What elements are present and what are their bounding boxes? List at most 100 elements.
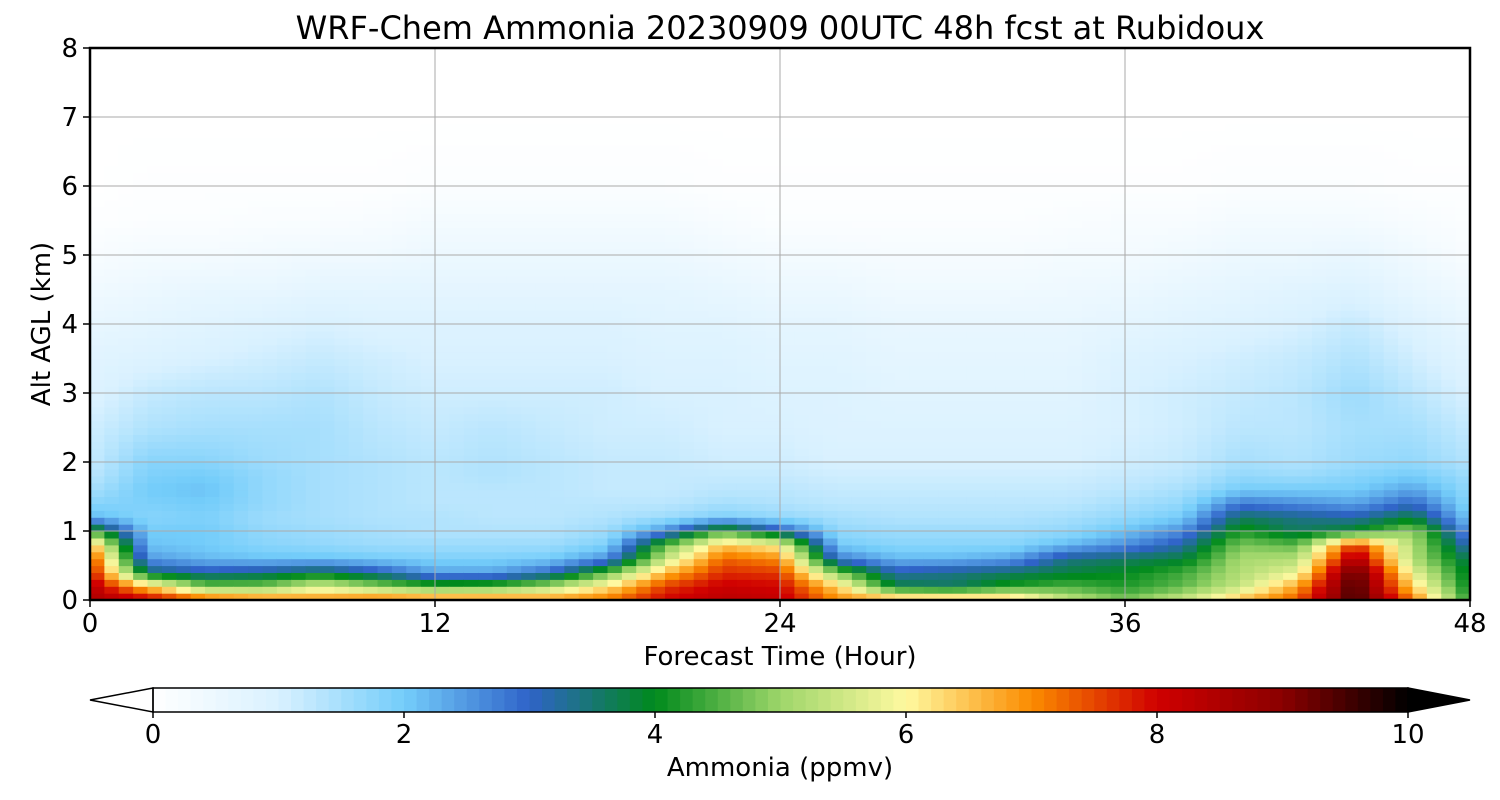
- heatmap-cell: [909, 344, 925, 353]
- heatmap-cell: [449, 510, 465, 518]
- heatmap-cell: [952, 503, 968, 511]
- heatmap-cell: [348, 130, 364, 139]
- heatmap-cell: [909, 427, 925, 435]
- heatmap-cell: [952, 75, 968, 84]
- heatmap-cell: [478, 48, 494, 56]
- heatmap-cell: [866, 234, 882, 242]
- heatmap-cell: [176, 572, 192, 580]
- heatmap-cell: [521, 158, 537, 166]
- heatmap-cell: [478, 110, 494, 118]
- heatmap-cell: [320, 61, 335, 70]
- heatmap-cell: [909, 551, 925, 560]
- heatmap-cell: [765, 406, 781, 415]
- heatmap-cell: [866, 130, 882, 139]
- heatmap-cell: [492, 96, 508, 104]
- heatmap-cell: [506, 61, 522, 70]
- heatmap-cell: [765, 255, 781, 263]
- heatmap-cell: [147, 282, 163, 291]
- heatmap-cell: [449, 296, 465, 304]
- heatmap-cell: [851, 89, 867, 97]
- heatmap-cell: [679, 413, 695, 422]
- heatmap-cell: [118, 275, 134, 284]
- heatmap-cell: [420, 310, 436, 318]
- heatmap-cell: [219, 399, 235, 408]
- heatmap-cell: [176, 199, 192, 208]
- heatmap-cell: [923, 158, 939, 166]
- heatmap-cell: [880, 110, 896, 118]
- heatmap-cell: [578, 261, 594, 270]
- heatmap-cell: [952, 420, 968, 429]
- heatmap-cell: [923, 517, 939, 525]
- heatmap-cell: [276, 351, 292, 360]
- heatmap-cell: [593, 68, 609, 77]
- heatmap-cell: [90, 324, 105, 332]
- heatmap-cell: [564, 586, 580, 594]
- heatmap-cell: [176, 496, 192, 504]
- heatmap-cell: [118, 54, 134, 63]
- heatmap-cell: [391, 537, 407, 546]
- heatmap-cell: [535, 310, 551, 318]
- heatmap-cell: [161, 358, 177, 366]
- heatmap-cell: [104, 248, 120, 256]
- heatmap-cell: [219, 261, 235, 270]
- heatmap-cell: [147, 82, 163, 90]
- heatmap-cell: [550, 241, 565, 249]
- heatmap-cell: [276, 199, 292, 208]
- heatmap-cell: [780, 255, 795, 263]
- heatmap-cell: [780, 337, 795, 346]
- heatmap-cell: [736, 303, 752, 311]
- heatmap-cell: [966, 255, 982, 263]
- heatmap-cell: [406, 227, 422, 235]
- heatmap-cell: [291, 255, 307, 263]
- heatmap-cell: [291, 544, 307, 553]
- heatmap-cell: [118, 151, 134, 159]
- heatmap-cell: [938, 489, 954, 498]
- heatmap-cell: [866, 386, 882, 394]
- heatmap-cell: [176, 123, 192, 132]
- heatmap-cell: [233, 496, 249, 504]
- heatmap-cell: [147, 96, 163, 104]
- heatmap-cell: [391, 186, 407, 194]
- heatmap-cell: [621, 427, 637, 435]
- heatmap-cell: [276, 524, 292, 532]
- heatmap-cell: [363, 544, 379, 553]
- heatmap-cell: [161, 393, 177, 401]
- heatmap-cell: [909, 310, 925, 318]
- heatmap-cell: [147, 386, 163, 394]
- heatmap-cell: [276, 337, 292, 346]
- heatmap-cell: [938, 393, 954, 401]
- heatmap-cell: [780, 96, 795, 104]
- heatmap-cell: [938, 261, 954, 270]
- heatmap-cell: [104, 475, 120, 484]
- heatmap-cell: [176, 310, 192, 318]
- heatmap-cell: [506, 372, 522, 380]
- heatmap-cell: [765, 220, 781, 228]
- heatmap-cell: [233, 54, 249, 63]
- heatmap-cell: [161, 206, 177, 215]
- heatmap-cell: [291, 303, 307, 311]
- heatmap-cell: [276, 496, 292, 504]
- heatmap-cell: [952, 462, 968, 470]
- heatmap-cell: [363, 248, 379, 256]
- heatmap-cell: [190, 593, 206, 600]
- heatmap-cell: [535, 337, 551, 346]
- heatmap-cell: [463, 330, 479, 339]
- heatmap-cell: [722, 89, 738, 97]
- heatmap-cell: [636, 358, 652, 366]
- heatmap-cell: [909, 123, 925, 132]
- heatmap-cell: [636, 489, 652, 498]
- heatmap-cell: [693, 199, 709, 208]
- heatmap-cell: [219, 75, 235, 84]
- heatmap-cell: [190, 89, 206, 97]
- heatmap-cell: [765, 365, 781, 373]
- heatmap-cell: [952, 151, 968, 159]
- heatmap-cell: [406, 337, 422, 346]
- heatmap-cell: [679, 489, 695, 498]
- heatmap-cell: [147, 144, 163, 153]
- heatmap-cell: [492, 248, 508, 256]
- heatmap-cell: [118, 89, 134, 97]
- heatmap-cell: [665, 61, 680, 70]
- heatmap-cell: [837, 558, 853, 567]
- heatmap-cell: [248, 448, 264, 456]
- heatmap-cell: [780, 441, 795, 449]
